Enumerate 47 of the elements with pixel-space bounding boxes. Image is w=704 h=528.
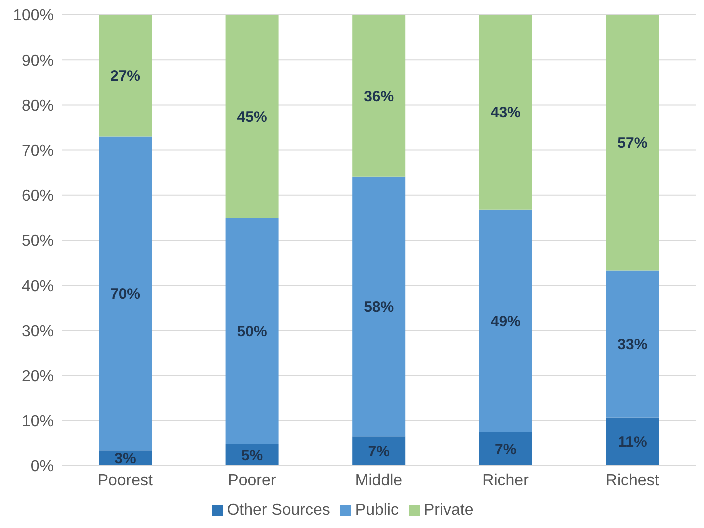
- bar: [606, 418, 660, 466]
- bar: [606, 270, 660, 418]
- data-label: 36%: [364, 88, 394, 106]
- data-label: 7%: [368, 444, 390, 461]
- legend-label: Other Sources: [227, 502, 330, 519]
- bar: [479, 432, 532, 466]
- data-label: 7%: [495, 441, 517, 458]
- data-label: 45%: [237, 108, 268, 126]
- bar: [479, 210, 532, 432]
- bar: [226, 218, 279, 444]
- y-tick-label: 80%: [22, 98, 54, 115]
- y-tick-label: 10%: [22, 414, 54, 431]
- data-label: 3%: [114, 450, 136, 468]
- bar: [352, 176, 406, 437]
- data-label: 57%: [618, 135, 648, 152]
- data-label: 50%: [237, 323, 268, 340]
- bar: [226, 15, 279, 218]
- bar: [479, 15, 532, 210]
- bar: [352, 436, 406, 466]
- x-tick-label: Richer: [482, 472, 530, 490]
- data-label: 5%: [241, 448, 264, 464]
- data-label: 27%: [110, 68, 141, 86]
- y-tick-label: 70%: [22, 142, 54, 160]
- data-label: 70%: [110, 286, 141, 304]
- bar: [352, 15, 406, 177]
- bar: [99, 136, 152, 451]
- y-tick-label: 0%: [30, 458, 54, 476]
- y-tick-label: 90%: [22, 52, 54, 70]
- data-label: 43%: [490, 104, 521, 122]
- x-tick-label: Middle: [355, 472, 403, 490]
- data-label: 11%: [618, 434, 648, 452]
- bar: [606, 15, 660, 271]
- y-tick-label: 40%: [22, 278, 54, 296]
- data-label: 49%: [490, 313, 521, 330]
- data-label: 33%: [618, 336, 648, 354]
- y-tick-label: 100%: [13, 8, 54, 25]
- y-tick-label: 50%: [22, 233, 54, 250]
- bar: [99, 15, 152, 137]
- y-tick-label: 20%: [22, 368, 54, 386]
- x-tick-label: Poorer: [228, 472, 277, 490]
- x-tick-label: Richest: [606, 472, 660, 490]
- y-tick-label: 60%: [22, 188, 54, 206]
- data-label: 58%: [364, 299, 394, 316]
- y-tick-label: 30%: [22, 323, 54, 340]
- legend-label: Private: [424, 502, 474, 519]
- legend-label: Public: [355, 502, 399, 519]
- x-tick-label: Poorest: [98, 472, 154, 490]
